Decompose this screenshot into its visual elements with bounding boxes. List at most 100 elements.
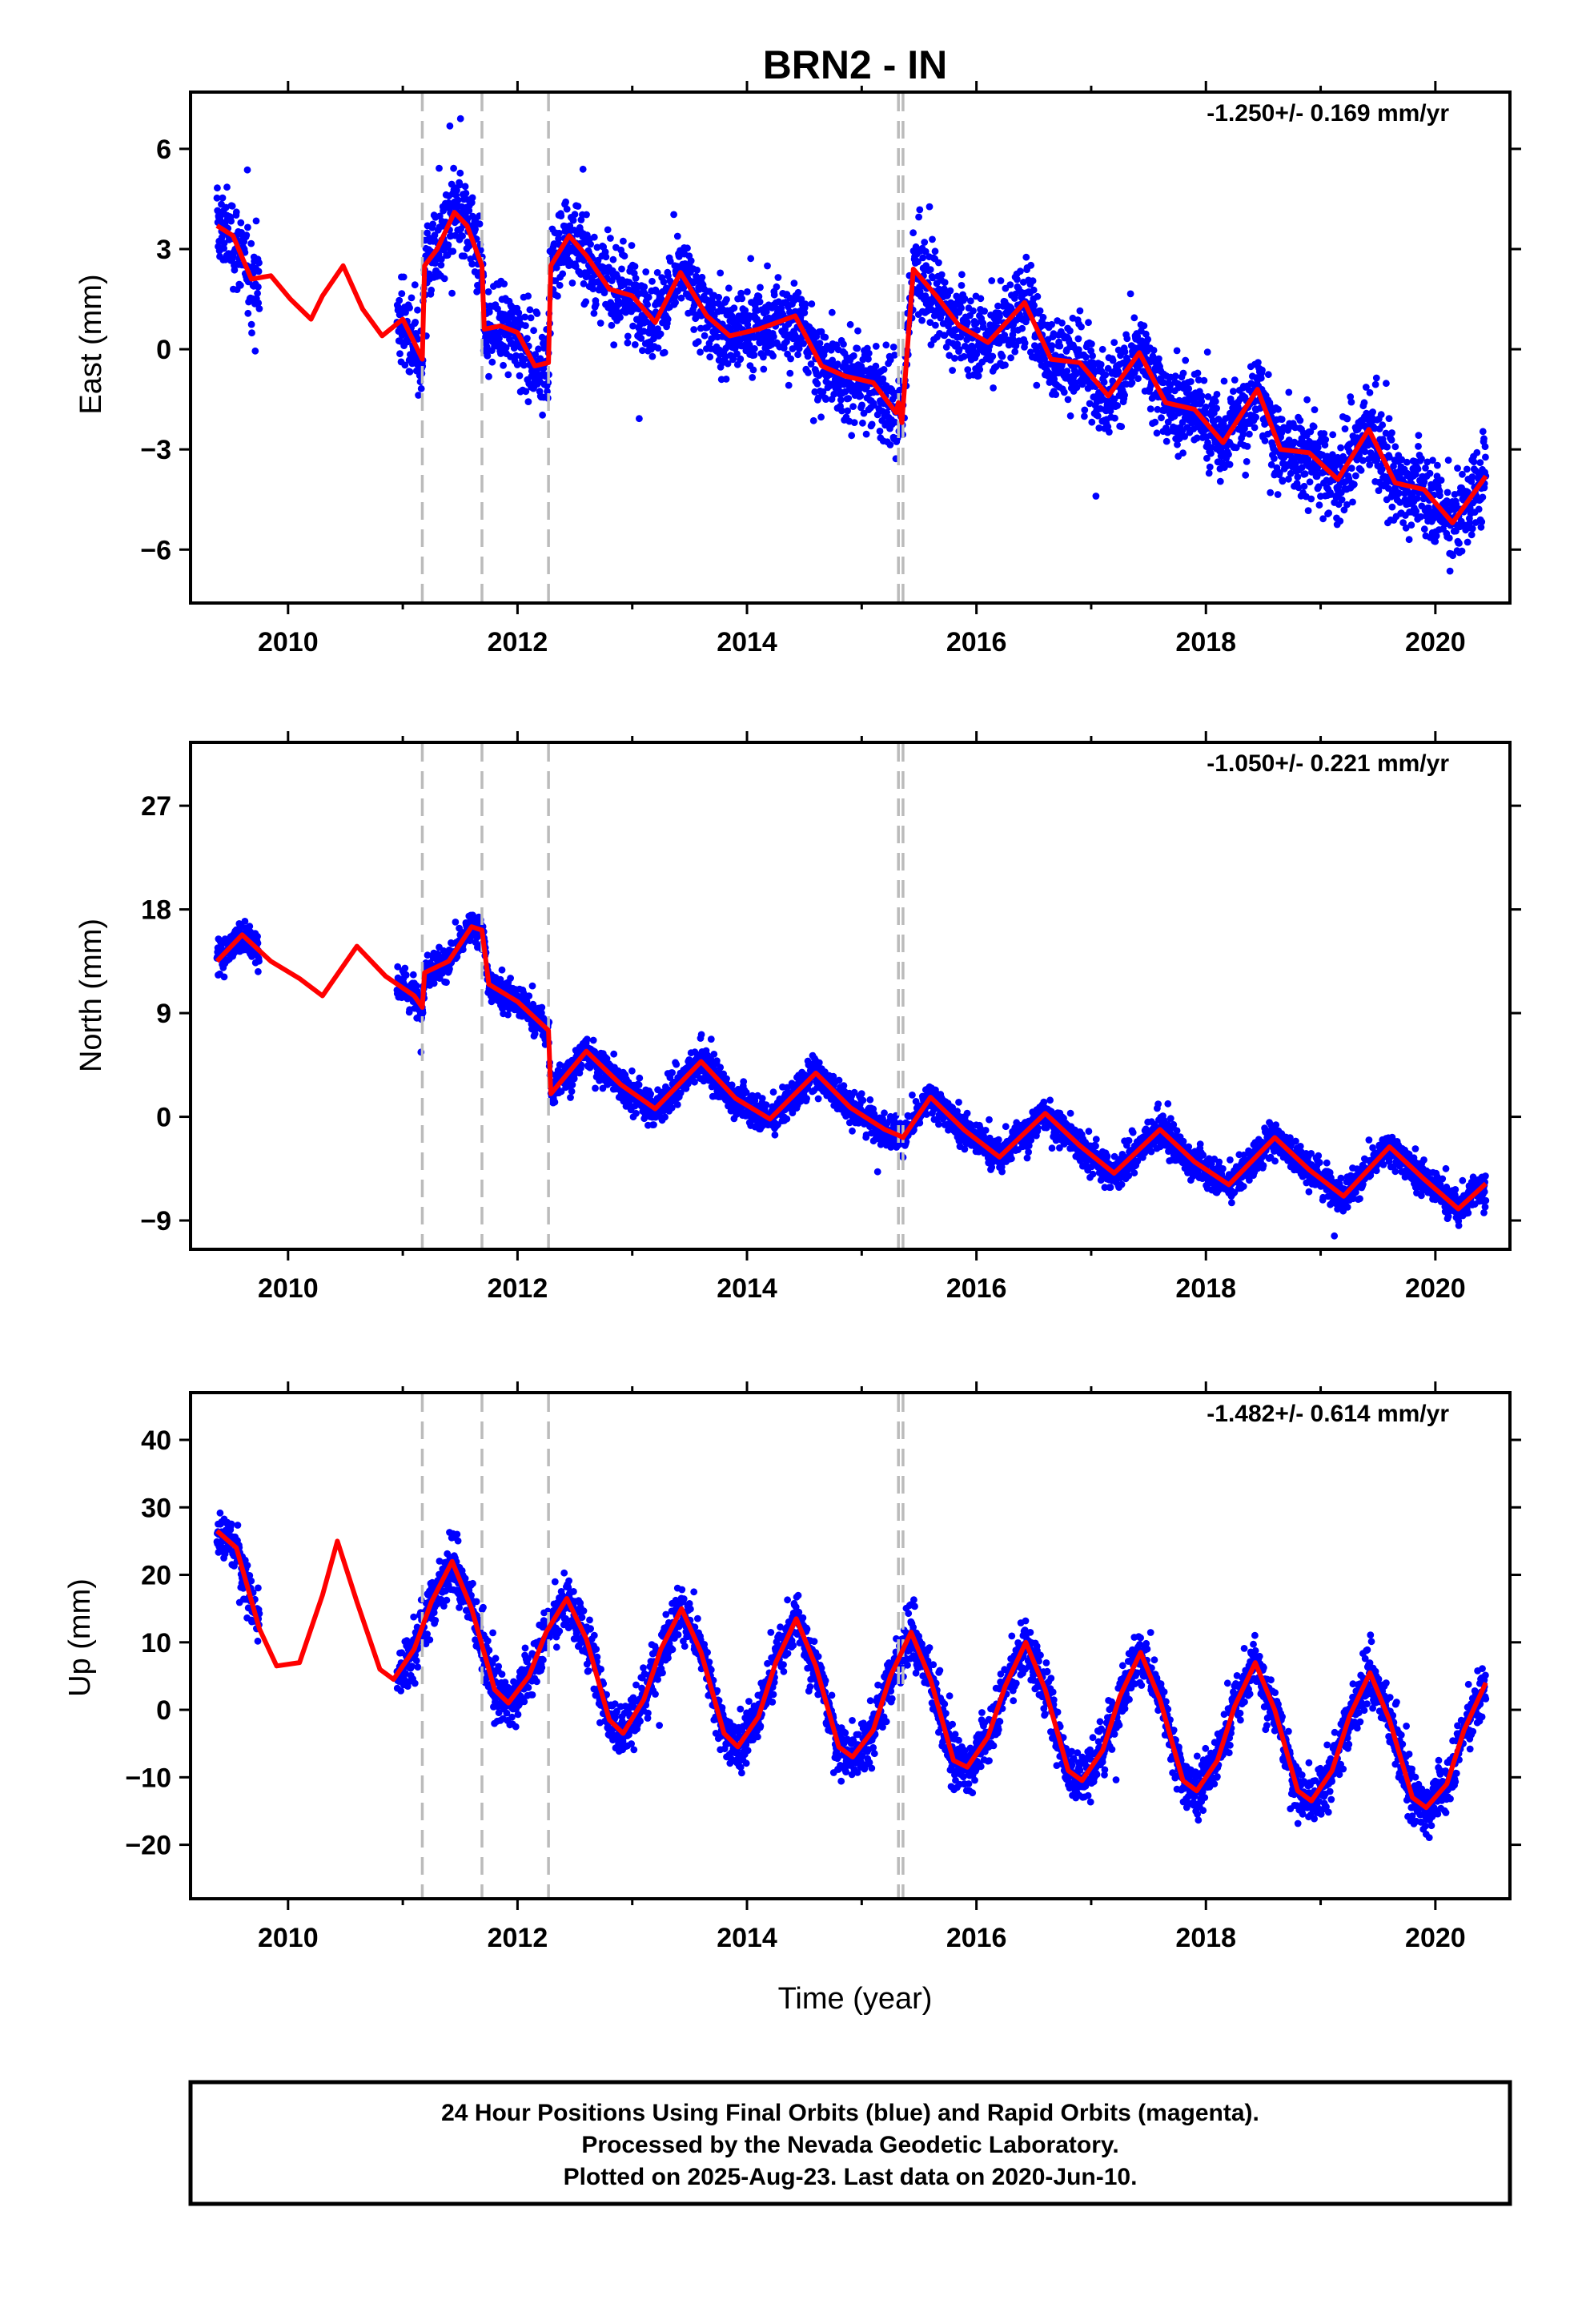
east-data-point <box>251 347 259 355</box>
east-data-point <box>1088 418 1096 426</box>
east-points <box>213 115 1490 575</box>
east-data-point <box>821 333 829 341</box>
east-data-point <box>1066 412 1074 420</box>
east-data-point <box>958 282 966 289</box>
east-data-point <box>1204 393 1212 400</box>
east-data-point <box>559 270 567 278</box>
east-data-point <box>1173 347 1181 355</box>
east-data-point <box>1085 319 1092 327</box>
east-data-point <box>868 420 876 428</box>
east-data-point <box>1174 440 1181 448</box>
east-data-point <box>411 281 419 289</box>
east-data-point <box>406 304 413 312</box>
east-data-point <box>522 322 529 329</box>
east-data-point <box>1304 456 1312 464</box>
east-data-point <box>1470 458 1478 466</box>
east-data-point <box>1413 494 1421 502</box>
east-data-point <box>1185 384 1193 392</box>
east-data-point <box>468 260 476 267</box>
east-data-point <box>1340 456 1347 464</box>
east-data-point <box>1473 448 1481 456</box>
east-data-point <box>749 366 757 374</box>
east-data-point <box>706 353 714 361</box>
east-data-point <box>535 345 542 353</box>
east-data-point <box>1007 354 1014 362</box>
east-data-point <box>1349 498 1356 506</box>
north-data-point <box>241 918 249 925</box>
east-data-point <box>1110 339 1118 346</box>
east-data-point <box>496 335 503 342</box>
east-data-point <box>1411 470 1419 478</box>
east-data-point <box>1089 352 1096 360</box>
east-data-point <box>554 292 561 300</box>
east-data-point <box>816 340 824 347</box>
east-data-point <box>1126 290 1134 298</box>
east-data-point <box>1014 275 1021 283</box>
east-data-point <box>787 355 794 363</box>
east-data-point <box>590 233 598 241</box>
east-data-point <box>1479 493 1487 501</box>
east-step-lines <box>420 94 905 601</box>
east-data-point <box>876 428 884 435</box>
east-data-point <box>1155 355 1162 363</box>
east-data-point <box>973 320 980 327</box>
east-data-point <box>1347 393 1355 400</box>
east-data-point <box>1198 392 1206 400</box>
east-data-point <box>1294 473 1302 480</box>
east-data-point <box>1231 376 1239 384</box>
east-data-point <box>1464 538 1472 546</box>
east-data-point <box>429 220 437 228</box>
east-data-point <box>960 352 968 360</box>
east-data-point <box>1252 413 1259 421</box>
east-data-point <box>449 247 457 255</box>
east-data-point <box>1171 372 1179 380</box>
east-data-point <box>1017 267 1024 275</box>
east-data-point <box>1443 489 1452 497</box>
north-data-point <box>443 979 450 986</box>
east-data-point <box>1391 443 1399 451</box>
east-data-point <box>431 231 439 239</box>
east-data-point <box>213 194 221 202</box>
east-data-point <box>222 203 230 211</box>
east-data-point <box>556 229 563 237</box>
east-data-point <box>846 320 854 328</box>
east-data-point <box>521 313 528 321</box>
east-data-point <box>448 289 456 297</box>
east-data-point <box>1379 421 1387 429</box>
east-y-tick-label: −3 <box>140 435 171 465</box>
north-data-point <box>589 1036 597 1044</box>
east-data-point <box>863 384 870 392</box>
east-data-point <box>1420 525 1428 533</box>
east-data-point <box>562 198 569 206</box>
north-data-point <box>568 1081 576 1088</box>
east-data-point <box>437 255 445 263</box>
east-data-point <box>951 355 958 362</box>
east-data-point <box>807 360 815 368</box>
east-data-point <box>500 280 508 287</box>
east-data-point <box>1225 451 1232 458</box>
east-data-point <box>589 285 597 293</box>
east-data-point <box>1382 429 1390 437</box>
east-data-point <box>822 396 829 403</box>
east-data-point <box>1178 427 1186 435</box>
east-data-point <box>1123 335 1131 343</box>
east-data-point <box>1212 397 1219 405</box>
east-data-point <box>1313 472 1321 480</box>
north-data-point <box>707 1035 715 1043</box>
north-data-point <box>255 957 263 965</box>
east-data-point <box>468 194 476 202</box>
east-data-point <box>631 263 639 270</box>
east-data-point <box>1271 455 1278 462</box>
east-data-point <box>760 353 767 361</box>
east-data-point <box>769 352 777 360</box>
east-data-point <box>639 347 646 355</box>
east-data-point <box>1109 356 1117 364</box>
east-data-point <box>1278 416 1286 423</box>
east-data-point <box>237 219 245 227</box>
east-data-point <box>889 344 897 351</box>
east-data-point <box>1039 313 1047 321</box>
east-y-axis-label: East (mm) <box>74 274 108 414</box>
east-data-point <box>1371 424 1379 432</box>
east-data-point <box>1018 324 1026 332</box>
